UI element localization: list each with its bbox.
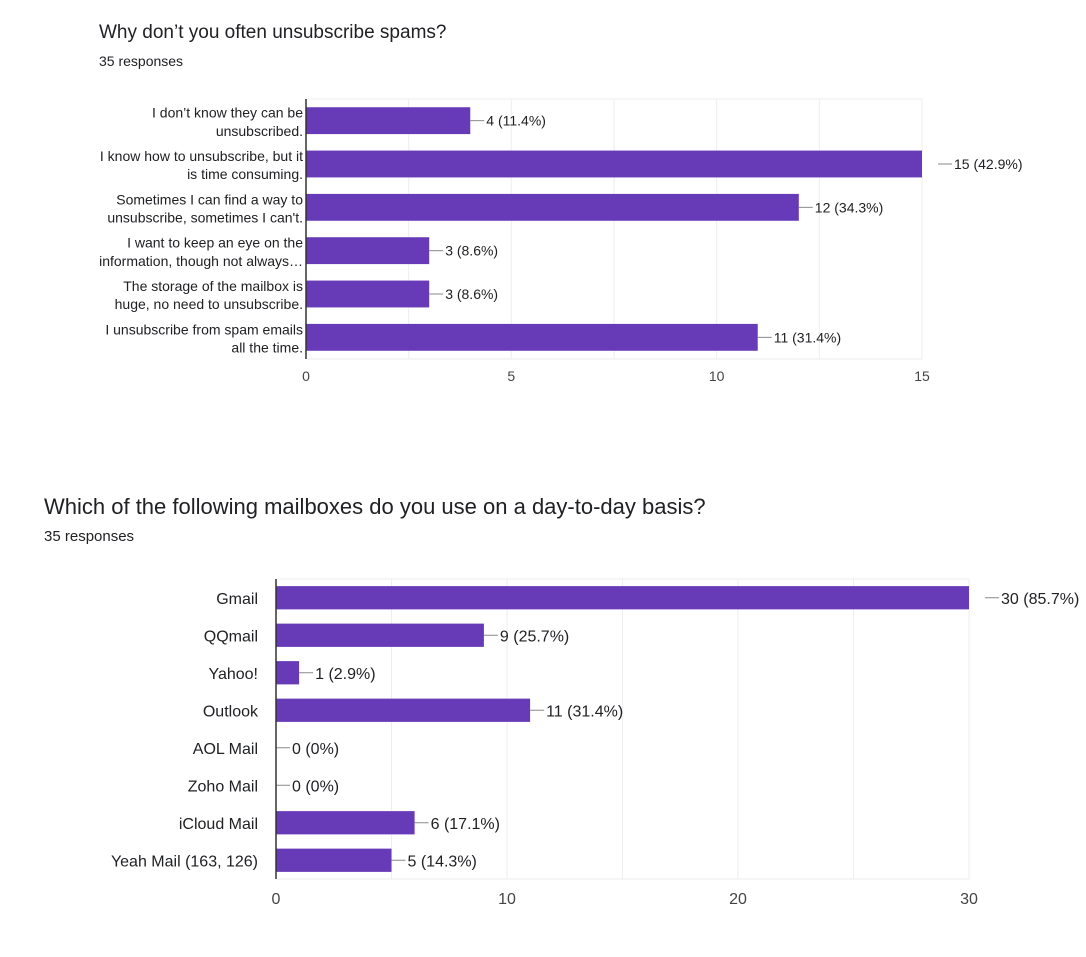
category-label: Sometimes I can find a way to unsubscribe… (107, 191, 303, 225)
bar (306, 150, 922, 178)
value-label: 12 (34.3%) (815, 199, 883, 215)
bar (306, 280, 430, 308)
value-label: 5 (14.3%) (408, 853, 477, 870)
bar-chart-unsubscribe-reasons: I don’t know they can be unsubscribed. 4 (… (99, 98, 1022, 384)
bar-chart-mailboxes: Gmail 30 (85.7%) QQmail 9 (25.7%) Yahoo! 1 (2… (111, 578, 1079, 908)
value-label: 11 (31.4%) (774, 329, 841, 345)
bar (306, 193, 799, 221)
value-label: 0 (0%) (292, 778, 339, 795)
response-count: 35 responses (99, 53, 184, 69)
category-label: Zoho Mail (188, 778, 258, 795)
value-label: 11 (31.4%) (546, 703, 623, 720)
bar (306, 323, 758, 351)
bar (276, 586, 969, 610)
chart-title: Why don’t you often unsubscribe spams? (99, 22, 447, 43)
category-label: Yahoo! (208, 666, 258, 683)
category-label: I want to keep an eye on the information,… (99, 235, 303, 269)
chart-title: Which of the following mailboxes do you … (44, 494, 706, 519)
bar (306, 237, 430, 265)
value-label: 3 (8.6%) (445, 243, 498, 259)
category-label: AOL Mail (193, 741, 258, 758)
category-label: I know how to unsubscribe, but it is time… (100, 148, 303, 182)
x-tick-label: 30 (960, 891, 978, 908)
category-label: I unsubscribe from spam emails all the ti… (105, 321, 303, 355)
value-label: 3 (8.6%) (445, 286, 498, 302)
x-tick-label: 10 (709, 368, 725, 384)
value-label: 15 (42.9%) (954, 156, 1022, 172)
x-tick-label: 10 (498, 891, 516, 908)
category-label: The storage of the mailbox is huge, no ne… (115, 278, 303, 312)
category-label: I don’t know they can be unsubscribed. (152, 105, 303, 139)
x-tick-label: 15 (914, 368, 930, 384)
response-count: 35 responses (44, 528, 135, 545)
x-tick-label: 0 (272, 891, 281, 908)
bar (276, 661, 300, 685)
bar (276, 848, 392, 872)
chart-panel-1: Why don’t you often unsubscribe spams? 3… (0, 0, 1086, 460)
value-label: 9 (25.7%) (500, 628, 569, 645)
bar (306, 107, 471, 135)
bar (276, 811, 415, 835)
category-label: QQmail (204, 628, 258, 645)
value-label: 0 (0%) (292, 741, 339, 758)
category-label: Outlook (203, 703, 259, 720)
value-label: 6 (17.1%) (431, 816, 500, 833)
bar (276, 623, 484, 647)
chart-panel-2: Which of the following mailboxes do you … (0, 470, 1086, 957)
value-label: 30 (85.7%) (1001, 591, 1079, 608)
category-label: Yeah Mail (163, 126) (111, 853, 258, 870)
x-tick-label: 5 (507, 368, 515, 384)
value-label: 1 (2.9%) (315, 666, 375, 683)
category-label: Gmail (216, 591, 258, 608)
x-tick-label: 20 (729, 891, 747, 908)
x-tick-label: 0 (302, 368, 310, 384)
value-label: 4 (11.4%) (486, 113, 546, 129)
category-label: iCloud Mail (179, 816, 258, 833)
bar (276, 698, 531, 722)
